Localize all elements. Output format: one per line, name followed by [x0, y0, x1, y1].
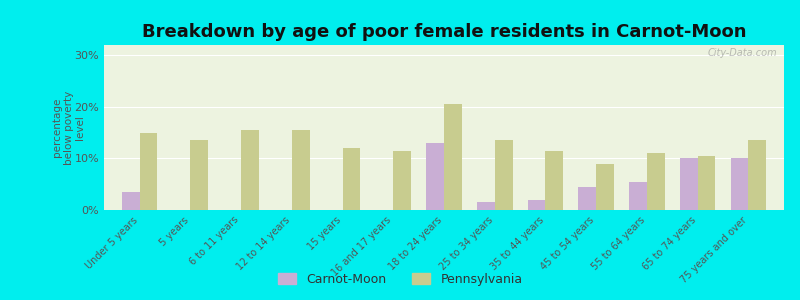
Bar	[494, 140, 513, 210]
Bar	[680, 158, 698, 210]
Bar	[528, 200, 546, 210]
Bar	[578, 187, 596, 210]
Bar	[342, 148, 360, 210]
Bar	[749, 140, 766, 210]
Bar	[139, 133, 158, 210]
Bar	[426, 143, 444, 210]
Y-axis label: percentage
below poverty
level: percentage below poverty level	[52, 90, 86, 165]
Bar	[647, 153, 665, 210]
Legend: Carnot-Moon, Pennsylvania: Carnot-Moon, Pennsylvania	[273, 268, 527, 291]
Bar	[444, 104, 462, 210]
Bar	[730, 158, 749, 210]
Bar	[394, 151, 411, 210]
Bar	[546, 151, 563, 210]
Bar	[477, 202, 494, 210]
Bar	[190, 140, 208, 210]
Bar	[292, 130, 310, 210]
Bar	[630, 182, 647, 210]
Text: City-Data.com: City-Data.com	[707, 48, 778, 58]
Bar	[241, 130, 258, 210]
Bar	[596, 164, 614, 210]
Bar	[698, 156, 715, 210]
Title: Breakdown by age of poor female residents in Carnot-Moon: Breakdown by age of poor female resident…	[142, 23, 746, 41]
Bar	[122, 192, 139, 210]
